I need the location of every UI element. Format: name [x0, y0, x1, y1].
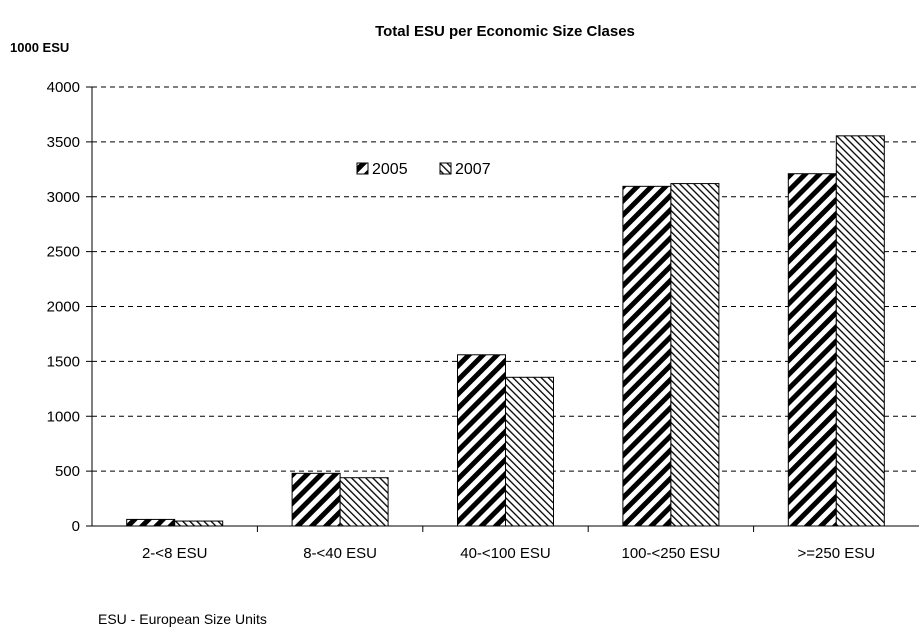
bar-2005: [127, 519, 175, 526]
bars: [127, 136, 885, 526]
legend-label-2007: 2007: [455, 161, 491, 178]
bar-2005: [788, 174, 836, 526]
y-tick-label: 2500: [47, 244, 80, 261]
x-tick-label: 100-<250 ESU: [621, 545, 720, 562]
y-tick-label: 4000: [47, 79, 80, 96]
y-tick-label: 3000: [47, 189, 80, 206]
y-tick-label: 2000: [47, 299, 80, 316]
bar-2007: [671, 184, 719, 526]
legend-swatch-2005: [357, 163, 368, 174]
legend-swatch-2007: [440, 163, 451, 174]
bar-2005: [623, 186, 671, 526]
y-axis-label: 1000 ESU: [10, 40, 69, 55]
x-tick-label: 40-<100 ESU: [460, 545, 550, 562]
y-axis-ticks: 0 500 1000 1500 2000 2500 3000 3500 4000: [47, 79, 92, 535]
bar-2005: [292, 473, 340, 526]
bar-2007: [175, 521, 223, 526]
y-tick-label: 500: [55, 463, 80, 480]
y-tick-label: 3500: [47, 134, 80, 151]
footnote: ESU - European Size Units: [98, 611, 267, 627]
bar-2005: [458, 355, 506, 526]
bar-2007: [506, 377, 554, 526]
x-tick-label: 8-<40 ESU: [303, 545, 377, 562]
chart-title: Total ESU per Economic Size Clases: [375, 23, 635, 40]
legend-label-2005: 2005: [372, 161, 408, 178]
y-tick-label: 1000: [47, 408, 80, 425]
y-tick-label: 0: [72, 518, 80, 535]
x-tick-label: >=250 ESU: [798, 545, 876, 562]
bar-2007: [340, 478, 388, 526]
y-tick-label: 1500: [47, 353, 80, 370]
x-axis-ticks: 2-<8 ESU 8-<40 ESU 40-<100 ESU 100-<250 ESU…: [142, 526, 875, 562]
legend: 2005 2007: [357, 161, 491, 178]
bar-2007: [836, 136, 884, 526]
x-tick-label: 2-<8 ESU: [142, 545, 207, 562]
